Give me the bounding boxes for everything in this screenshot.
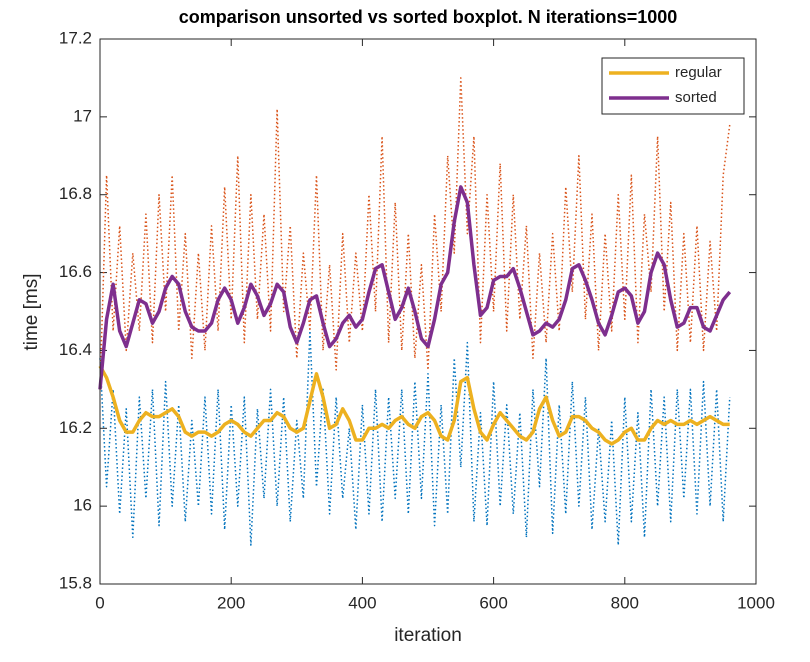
x-axis-label: iteration — [394, 625, 462, 646]
plot-area — [100, 39, 756, 584]
x-tick-label: 0 — [95, 593, 104, 612]
y-tick-label: 16.8 — [59, 184, 92, 203]
legend-box — [601, 57, 745, 115]
y-tick-label: 16 — [73, 496, 92, 515]
smooth-line — [98, 365, 730, 446]
x-tick-label: 1000 — [737, 593, 775, 612]
legend: regular sorted — [601, 57, 745, 115]
axes-box — [99, 38, 757, 585]
legend-label: sorted — [675, 89, 717, 106]
y-axis-label: time [ms] — [21, 273, 42, 350]
x-tick-label: 400 — [348, 593, 376, 612]
chart-title: comparison unsorted vs sorted boxplot. N… — [179, 7, 678, 27]
y-tick-label: 17.2 — [59, 28, 92, 47]
raw-line — [99, 77, 731, 390]
x-tick-label: 800 — [611, 593, 639, 612]
x-tick-label: 600 — [479, 593, 507, 612]
y-tick-label: 16.2 — [59, 418, 92, 437]
y-tick-label: 16.4 — [59, 340, 92, 359]
x-tick-label: 200 — [217, 593, 245, 612]
y-tick-label: 17 — [73, 106, 92, 125]
y-tick-label: 15.8 — [59, 573, 92, 592]
raw-line — [99, 330, 731, 546]
legend-label: regular — [675, 64, 722, 81]
y-tick-label: 16.6 — [59, 262, 92, 281]
smooth-line — [98, 185, 732, 390]
